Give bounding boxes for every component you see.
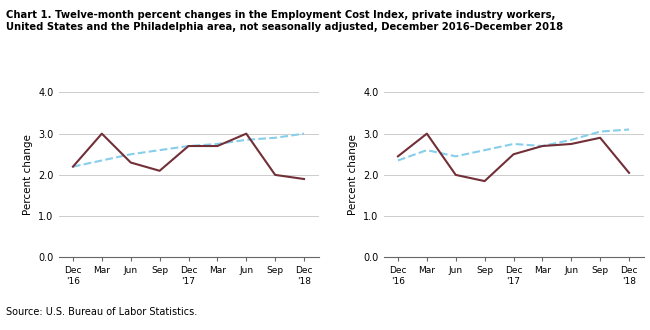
Y-axis label: Percent change: Percent change bbox=[348, 134, 358, 215]
Legend: United States wages and salaries, Philadelphia wages and salaries: United States wages and salaries, Philad… bbox=[388, 326, 573, 330]
Text: Source: U.S. Bureau of Labor Statistics.: Source: U.S. Bureau of Labor Statistics. bbox=[6, 307, 198, 317]
Legend: United States total compensation, Philadelphia total compensation: United States total compensation, Philad… bbox=[63, 326, 250, 330]
Y-axis label: Percent change: Percent change bbox=[23, 134, 32, 215]
Text: Chart 1. Twelve-month percent changes in the Employment Cost Index, private indu: Chart 1. Twelve-month percent changes in… bbox=[6, 10, 564, 31]
